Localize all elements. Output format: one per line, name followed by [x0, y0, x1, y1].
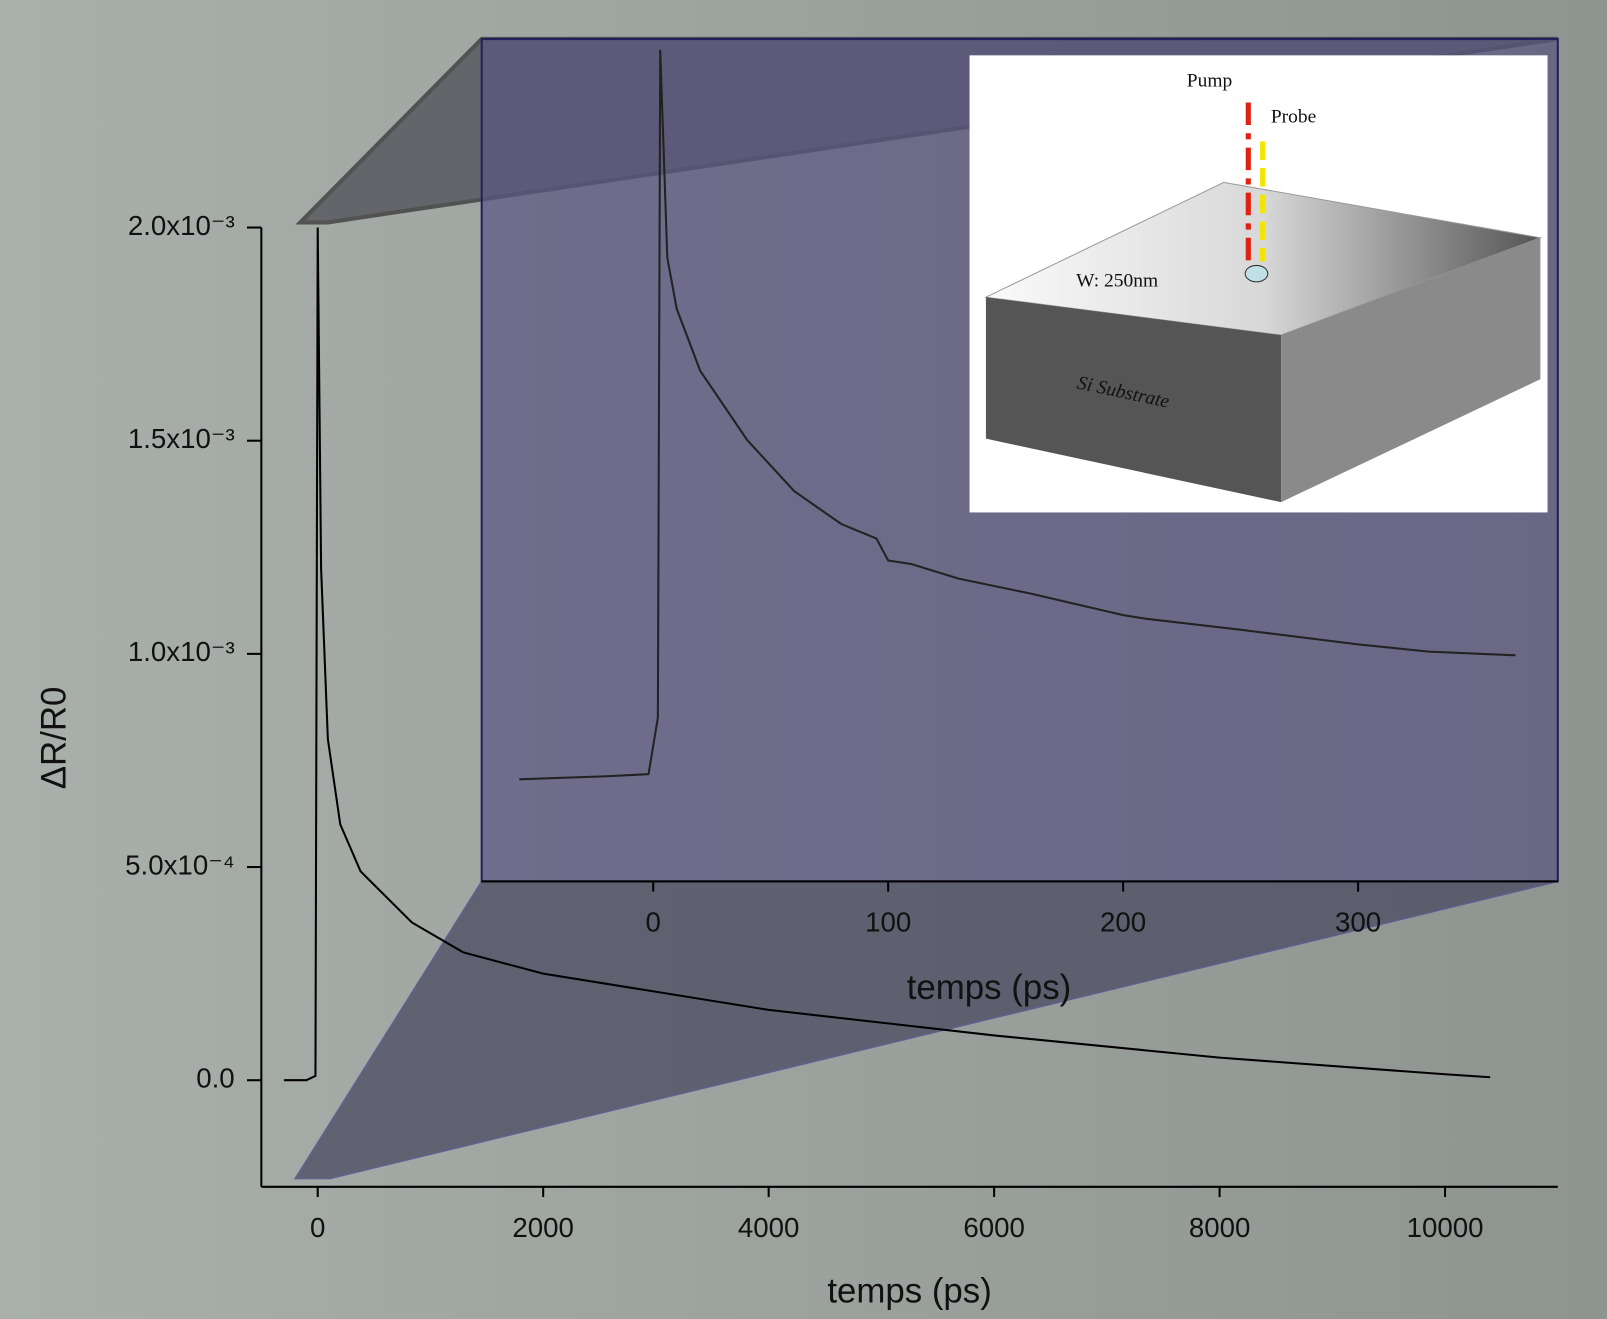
side-face	[1281, 237, 1541, 503]
x-tick-label: 4000	[738, 1212, 800, 1243]
x-tick-label: 0	[646, 907, 661, 938]
y-tick-label: 5.0x10⁻⁴	[125, 849, 235, 880]
y-tick-label: 2.0x10⁻³	[128, 210, 235, 241]
x-tick-label: 8000	[1189, 1212, 1251, 1243]
x-tick-label: 300	[1335, 907, 1381, 938]
x-axis-label: temps (ps)	[827, 1272, 992, 1311]
x-tick-label: 6000	[963, 1212, 1025, 1243]
x-tick-label: 200	[1100, 907, 1146, 938]
diagram-label: Pump	[1187, 70, 1232, 91]
data-line	[283, 227, 1491, 1082]
x-tick-label: 0	[310, 1212, 325, 1243]
y-axis-label: ΔR/R0	[35, 687, 74, 790]
x-tick-label: 2000	[512, 1212, 574, 1243]
x-tick-label: 100	[865, 907, 911, 938]
front-face	[985, 297, 1282, 503]
inset-diagram: Pump Probe W: 250nm Si Substrate	[969, 55, 1548, 513]
diagram-label: Probe	[1271, 106, 1316, 127]
data-line	[519, 49, 1516, 781]
y-tick-label: 0.0	[196, 1063, 234, 1094]
x-axis-label: temps (ps)	[907, 968, 1071, 1007]
x-tick-label: 10000	[1407, 1212, 1484, 1243]
spot	[1244, 264, 1269, 283]
y-tick-label: 1.5x10⁻³	[128, 423, 235, 454]
y-tick-label: 1.0x10⁻³	[128, 636, 235, 667]
diagram-label: W: 250nm	[1076, 270, 1158, 291]
